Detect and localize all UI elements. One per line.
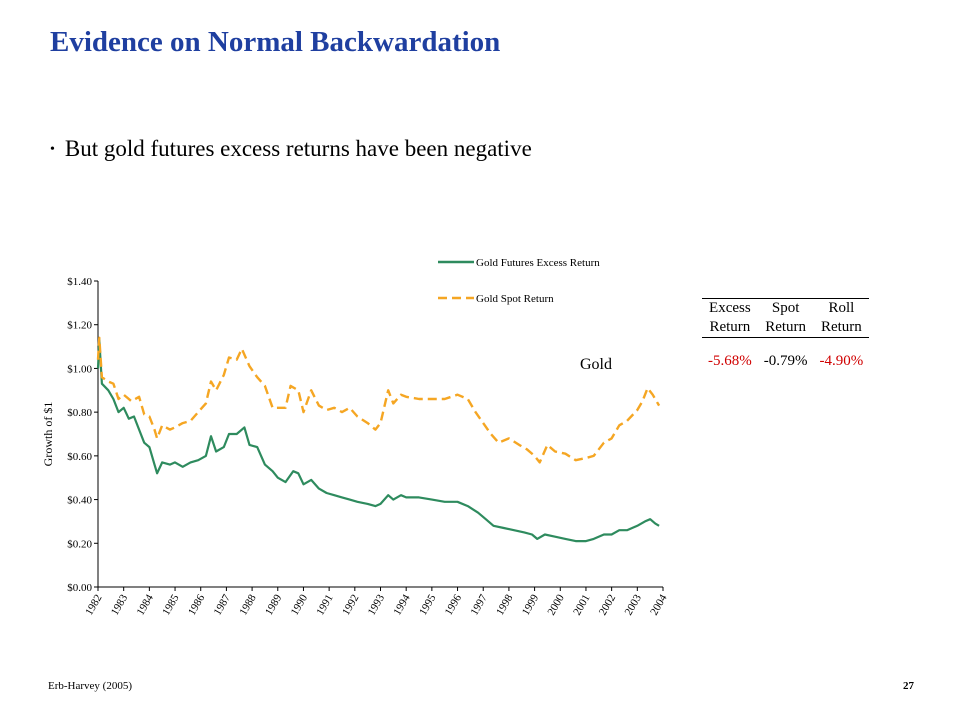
header-spot: Spot	[757, 298, 814, 318]
returns-table: Excess Spot Roll Return Return Return -5…	[702, 298, 870, 372]
footer-source: Erb-Harvey (2005)	[48, 680, 132, 692]
x-tick-label: 1984	[135, 592, 157, 617]
y-tick-label: $1.20	[67, 320, 92, 332]
chart-legend: Gold Futures Excess Return Gold Spot Retu…	[438, 257, 600, 305]
x-tick-label: 2002	[597, 593, 618, 618]
slide-title: Evidence on Normal Backwardation	[50, 26, 501, 58]
y-tick-label: $0.80	[67, 407, 92, 419]
x-tick-label: 2000	[545, 592, 567, 617]
x-tick-label: 1989	[263, 592, 285, 617]
series-line-2	[96, 336, 661, 464]
x-tick-label: 1999	[520, 592, 542, 617]
chart-series	[96, 336, 661, 543]
x-tick-label: 1995	[417, 592, 439, 617]
x-tick-label: 1988	[237, 592, 259, 617]
table-header-row: Excess Spot Roll	[702, 298, 870, 318]
x-tick-label: 1982	[83, 593, 104, 618]
y-tick-label: $1.00	[67, 363, 92, 375]
x-tick-label: 1996	[443, 592, 465, 617]
value-roll-return: -4.90%	[819, 353, 864, 369]
table-row: -5.68% -0.79% -4.90%	[702, 338, 869, 372]
value-excess-return: -5.68%	[708, 353, 752, 369]
y-tick-label: $1.40	[67, 276, 92, 288]
chart-axes: $0.00 $0.20 $0.40 $0.60 $0.80 $1.00 $1.20 $1.40…	[41, 276, 670, 618]
x-tick-label: 1986	[186, 592, 208, 617]
bullet-text: But gold futures excess returns have bee…	[64, 136, 532, 161]
x-tick-label: 1994	[391, 592, 413, 617]
x-tick-label: 1992	[340, 593, 361, 618]
y-tick-label: $0.40	[67, 495, 92, 507]
x-tick-label: 2003	[623, 592, 645, 617]
header-roll: Roll	[813, 298, 870, 318]
bullet-item: • But gold futures excess returns have be…	[50, 136, 532, 162]
x-tick-label: 2004	[648, 592, 670, 617]
x-tick-label: 1987	[212, 592, 234, 617]
x-tick-label: 1990	[289, 592, 311, 617]
x-tick-label: 1991	[314, 593, 335, 618]
header-spot-return: Return	[757, 318, 814, 338]
y-tick-label: $0.00	[67, 582, 92, 594]
x-tick-label: 1993	[366, 592, 388, 617]
header-excess-return: Return	[702, 318, 758, 338]
value-spot-return: -0.79%	[763, 353, 808, 369]
legend-label: Gold Spot Return	[476, 293, 554, 305]
table-header-row-2: Return Return Return	[702, 318, 870, 338]
y-tick-label: $0.60	[67, 451, 92, 463]
page-number: 27	[903, 680, 914, 692]
y-axis-label: Growth of $1	[41, 402, 55, 467]
asset-label: Gold	[580, 356, 612, 373]
x-tick-label: 1985	[160, 592, 182, 617]
series-line-1	[96, 338, 660, 543]
bullet-dot-icon: •	[50, 142, 55, 157]
y-tick-label: $0.20	[67, 538, 92, 550]
legend-label: Gold Futures Excess Return	[476, 257, 600, 269]
header-excess: Excess	[702, 298, 758, 318]
header-roll-return: Return	[813, 318, 870, 338]
x-tick-label: 1983	[109, 592, 131, 617]
x-tick-label: 1997	[468, 592, 490, 617]
x-tick-label: 2001	[571, 593, 592, 618]
x-tick-label: 1998	[494, 592, 516, 617]
